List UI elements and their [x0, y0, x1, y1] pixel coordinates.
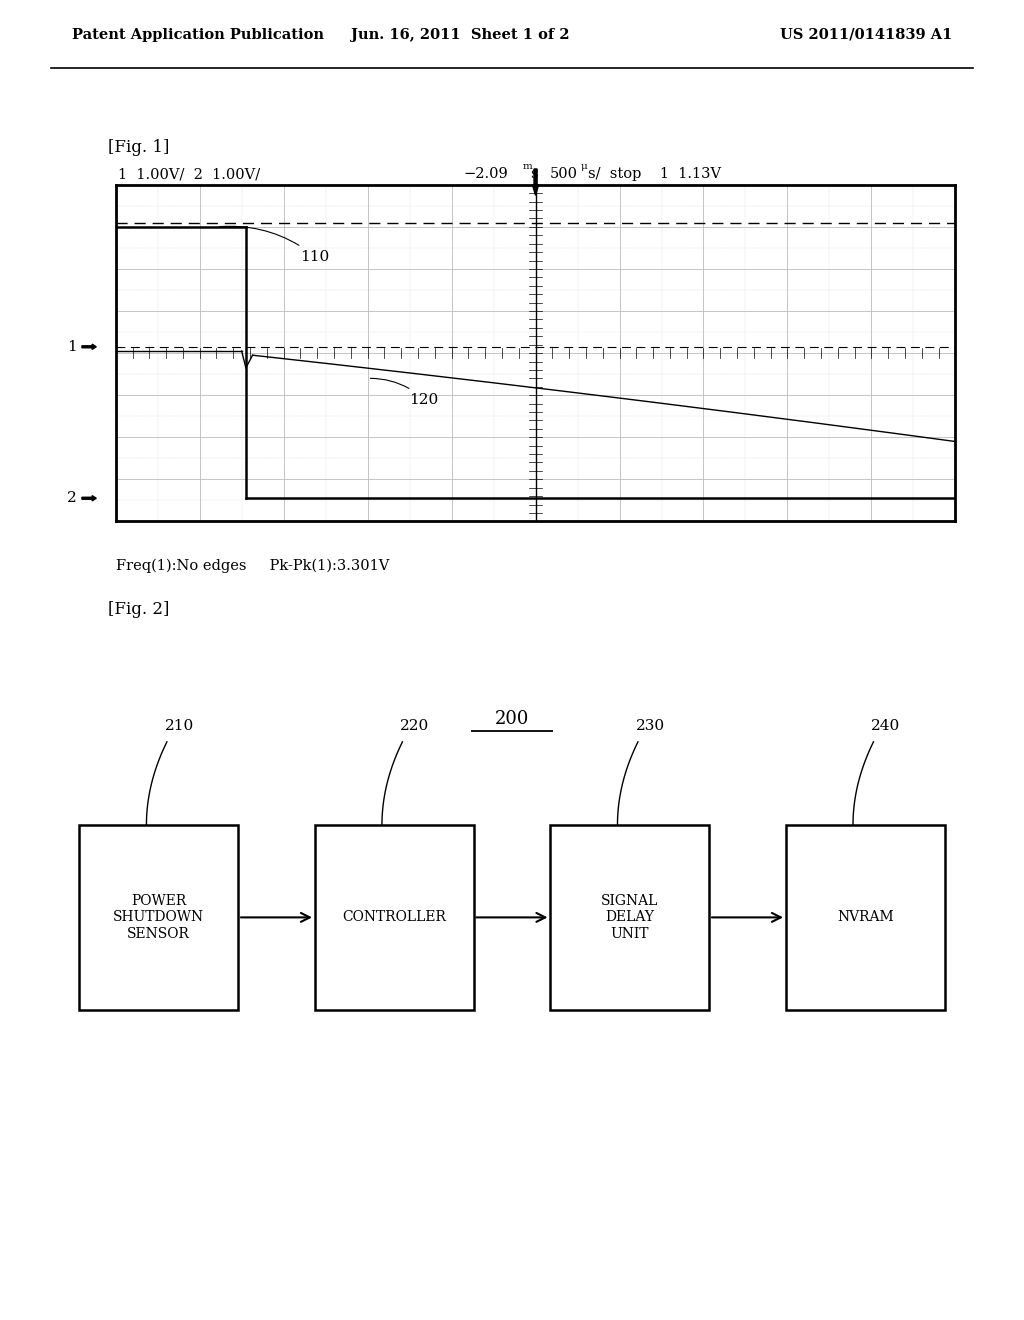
- Text: 110: 110: [219, 226, 330, 264]
- Text: US 2011/0141839 A1: US 2011/0141839 A1: [780, 28, 952, 42]
- Text: 230: 230: [636, 719, 665, 733]
- Text: 210: 210: [165, 719, 194, 733]
- Text: [Fig. 2]: [Fig. 2]: [108, 601, 169, 618]
- Text: CONTROLLER: CONTROLLER: [342, 911, 446, 924]
- Text: 2: 2: [67, 491, 77, 506]
- Text: Freq(1):No edges     Pk-Pk(1):3.301V: Freq(1):No edges Pk-Pk(1):3.301V: [116, 558, 389, 573]
- Text: SIGNAL
DELAY
UNIT: SIGNAL DELAY UNIT: [601, 894, 658, 941]
- Text: 500: 500: [550, 168, 578, 181]
- Text: μ: μ: [581, 162, 588, 170]
- Text: 1: 1: [67, 339, 77, 354]
- Text: 240: 240: [871, 719, 900, 733]
- Text: Patent Application Publication: Patent Application Publication: [72, 28, 324, 42]
- Text: s: s: [530, 168, 538, 181]
- Text: POWER
SHUTDOWN
SENSOR: POWER SHUTDOWN SENSOR: [114, 894, 204, 941]
- Text: s/  stop    1  1.13V: s/ stop 1 1.13V: [588, 168, 721, 181]
- Text: NVRAM: NVRAM: [837, 911, 894, 924]
- Text: 220: 220: [400, 719, 429, 733]
- Text: m: m: [522, 162, 532, 170]
- Text: 120: 120: [371, 379, 439, 407]
- Text: Jun. 16, 2011  Sheet 1 of 2: Jun. 16, 2011 Sheet 1 of 2: [351, 28, 570, 42]
- Text: 200: 200: [495, 710, 529, 729]
- Text: 1  1.00V/  2  1.00V/: 1 1.00V/ 2 1.00V/: [118, 168, 260, 181]
- Text: −2.09: −2.09: [464, 168, 509, 181]
- Text: [Fig. 1]: [Fig. 1]: [108, 139, 169, 156]
